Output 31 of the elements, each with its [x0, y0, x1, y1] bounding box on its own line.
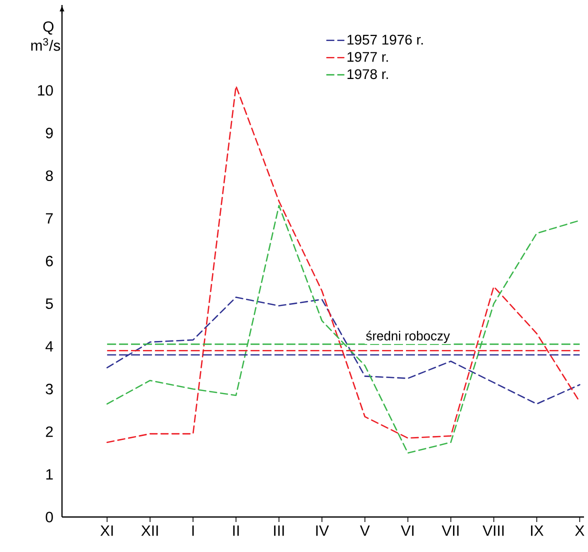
x-tick-label: III [274, 526, 284, 536]
x-tick-label: VII [442, 526, 459, 536]
y-tick-label: 6 [46, 256, 53, 266]
y-tick-label: 7 [46, 213, 53, 224]
legend-label: 1978 r. [348, 69, 388, 80]
x-tick-label: V [360, 526, 370, 536]
x-tick-label: X [575, 526, 584, 536]
x-tick-label: XI [100, 526, 113, 536]
x-tick-label: VIII [482, 526, 504, 536]
line-series [106, 296, 580, 405]
x-tick-label: XII [141, 526, 158, 536]
x-tick-label: II [233, 526, 239, 536]
annotation: średni roboczy [366, 330, 450, 344]
x-tick-label: IX [531, 526, 544, 536]
y-tick-label: 10 [38, 85, 53, 96]
y-tick-label: 5 [46, 298, 53, 309]
x-tick-label: I [192, 526, 194, 536]
line-series [106, 85, 580, 443]
y-tick-label: 0 [46, 512, 53, 522]
y-tick-label: 3 [46, 384, 53, 394]
y-tick-label: 1 [46, 469, 53, 480]
legend-label: 1977 r. [348, 52, 388, 62]
y-tick-label: 2 [46, 426, 53, 437]
y-tick-label: 8 [46, 170, 53, 182]
y-axis-title: Q m$^{3}$/s [31, 21, 60, 51]
x-tick-label: VI [400, 526, 414, 536]
line-series [106, 204, 580, 454]
legend-label: 1957 1976 r. [348, 34, 423, 45]
y-tick-label: 4 [46, 341, 54, 352]
y-tick-label: 9 [46, 128, 53, 138]
x-tick-label: IV [316, 526, 329, 536]
